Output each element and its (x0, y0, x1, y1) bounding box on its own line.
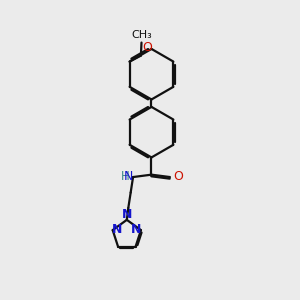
Text: O: O (173, 170, 183, 183)
Text: H: H (121, 170, 130, 183)
Text: N: N (131, 223, 141, 236)
Text: O: O (142, 41, 152, 54)
Text: CH₃: CH₃ (131, 30, 152, 40)
Text: N: N (123, 170, 133, 183)
Text: N: N (122, 208, 132, 221)
Text: N: N (112, 223, 123, 236)
